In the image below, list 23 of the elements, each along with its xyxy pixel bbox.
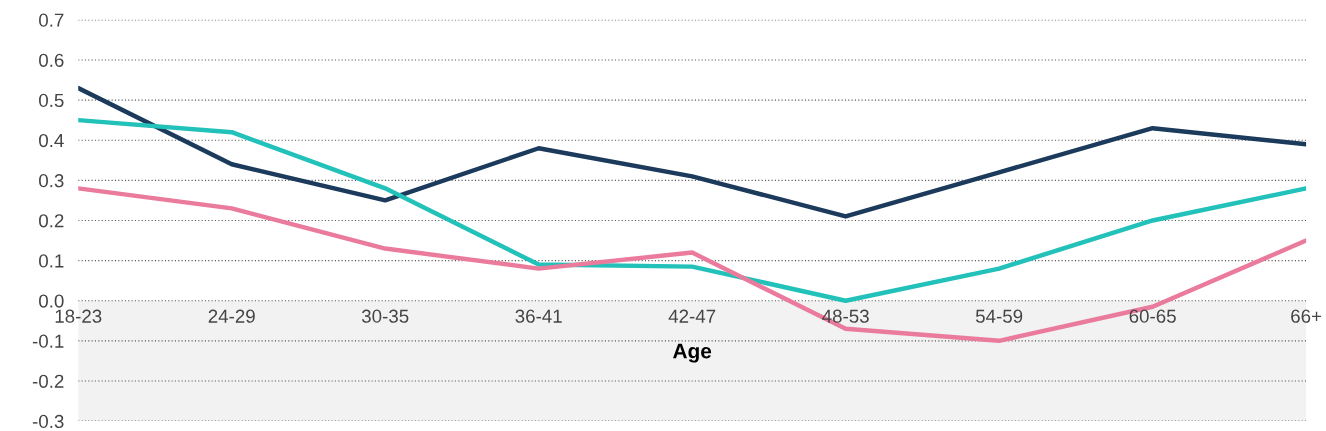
- y-tick-label: 0.3: [39, 174, 64, 188]
- x-tick-label: 54-59: [975, 309, 1023, 323]
- y-tick-label: -0.1: [32, 334, 64, 348]
- x-tick-label: 66+: [1291, 309, 1322, 323]
- x-tick-label: 30-35: [361, 309, 409, 323]
- line-series: [78, 85, 1307, 219]
- y-tick-label: 0.0: [39, 294, 64, 308]
- y-tick-label: 0.2: [39, 214, 64, 228]
- x-tick-label: 18-23: [55, 309, 102, 323]
- y-tick-label: -0.3: [32, 414, 64, 429]
- y-tick-label: 0.7: [39, 13, 64, 27]
- x-tick-label: 36-41: [515, 309, 562, 323]
- x-axis-title: Age: [673, 343, 712, 363]
- y-tick-label: -0.2: [32, 374, 64, 388]
- x-tick-label: 60-65: [1129, 309, 1176, 323]
- x-tick-label: 24-29: [208, 309, 255, 323]
- y-tick-label: 0.4: [39, 133, 64, 148]
- x-tick-label: 48-53: [822, 309, 869, 323]
- y-tick-label: 0.5: [39, 93, 64, 108]
- y-tick-label: 0.1: [39, 254, 64, 268]
- y-tick-label: 0.6: [39, 53, 64, 67]
- x-tick-label: 42-47: [668, 309, 716, 323]
- line-series: [78, 117, 1307, 303]
